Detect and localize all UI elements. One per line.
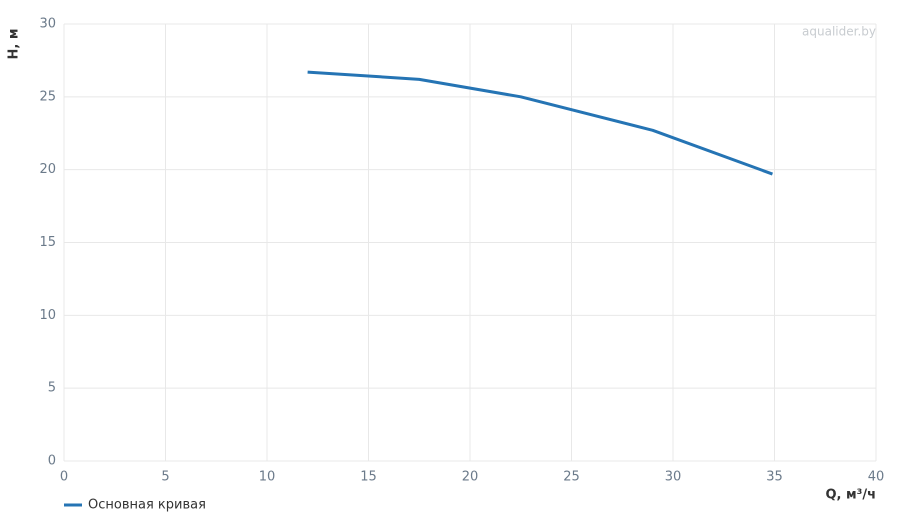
- y-tick-label: 15: [39, 235, 56, 250]
- y-tick-label: 30: [39, 17, 56, 32]
- y-axis-label: H, м: [7, 29, 22, 60]
- x-tick-label: 25: [563, 470, 580, 485]
- x-tick-label: 20: [462, 470, 479, 485]
- y-tick-label: 0: [48, 454, 56, 469]
- legend-label: Основная кривая: [88, 498, 206, 513]
- y-tick-label: 25: [39, 89, 56, 104]
- x-tick-label: 30: [665, 470, 682, 485]
- x-tick-label: 5: [161, 470, 169, 485]
- x-tick-label: 15: [360, 470, 377, 485]
- x-tick-label: 40: [868, 470, 885, 485]
- y-tick-label: 5: [48, 381, 56, 396]
- x-tick-label: 0: [60, 470, 68, 485]
- x-tick-label: 10: [259, 470, 276, 485]
- curve: [307, 70, 773, 176]
- y-tick-label: 10: [39, 308, 56, 323]
- x-tick-label: 35: [766, 470, 783, 485]
- y-tick-label: 20: [39, 162, 56, 177]
- watermark: aqualider.by: [802, 25, 876, 39]
- x-axis-label: Q, м³/ч: [825, 488, 876, 503]
